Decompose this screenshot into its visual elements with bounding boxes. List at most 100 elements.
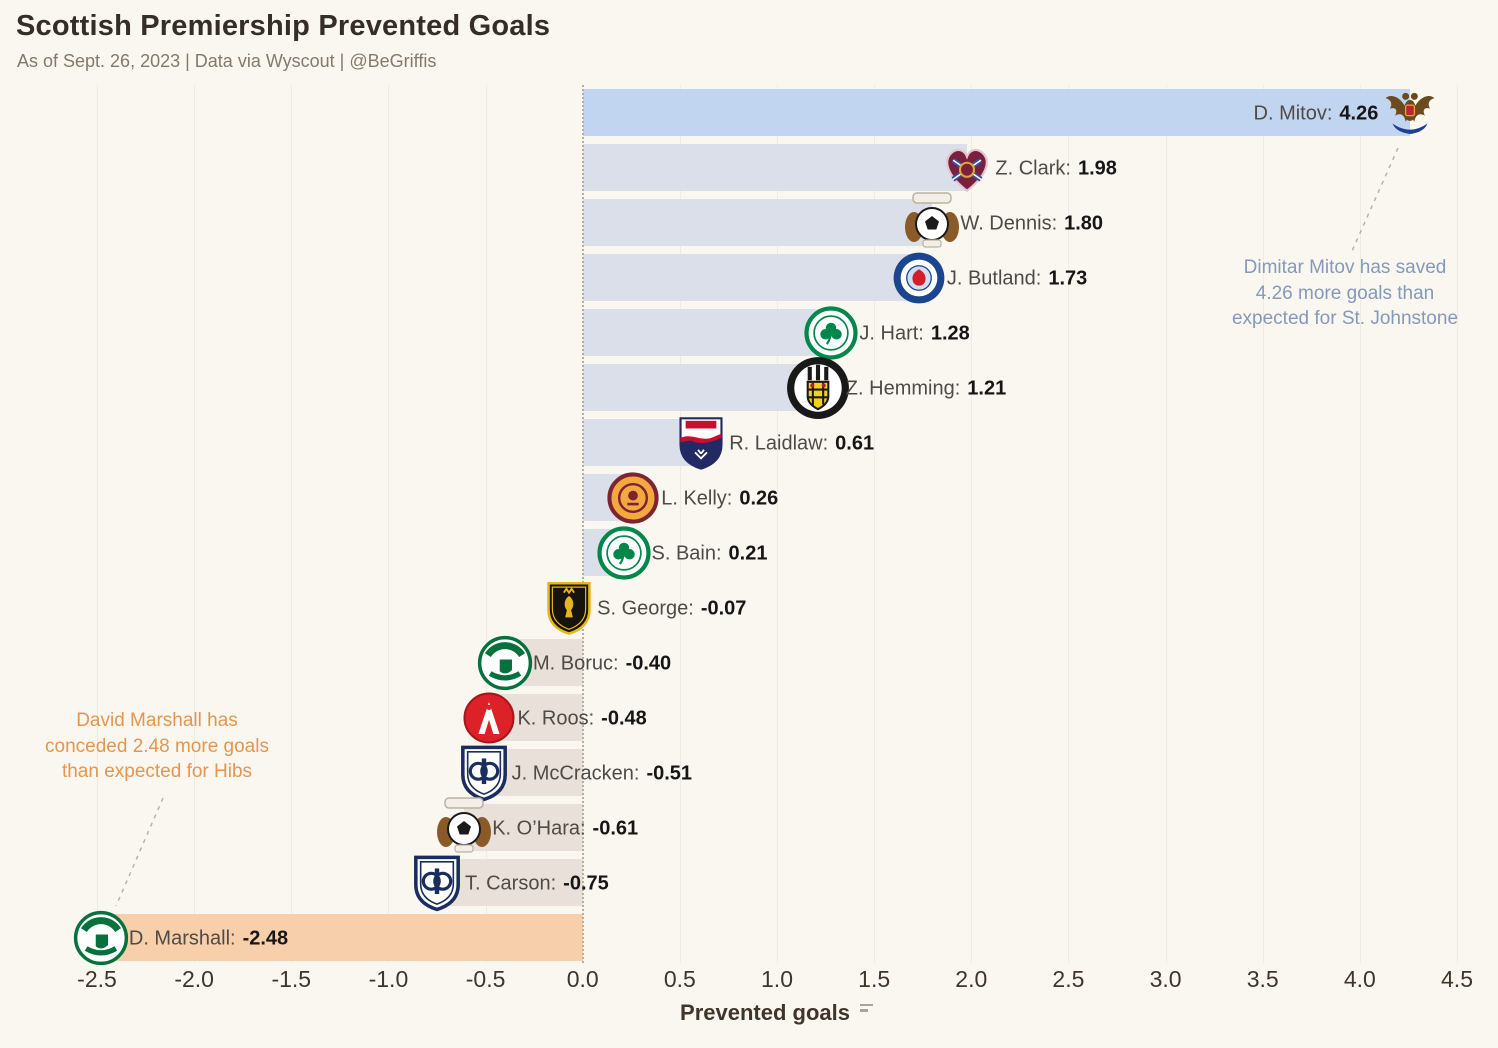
bar-label: J. McCracken: -0.51 [512,762,692,785]
bar-d-marshall[interactable] [100,914,583,961]
chart-subtitle: As of Sept. 26, 2023 | Data via Wyscout … [17,51,437,71]
sort-descending-icon[interactable] [859,1003,874,1015]
player-name: J. Butland: [946,267,1042,289]
axis-tick-label: 0.0 [566,966,599,992]
gridline [485,85,487,963]
bar-label: K. O’Hara: -0.61 [492,817,638,840]
annotation-marshall: David Marshall has conceded 2.48 more goa… [45,708,269,785]
hibernian-crest-icon [73,910,129,966]
gridline [97,85,98,963]
player-value: -0.75 [563,872,609,894]
hearts-crest-icon [939,140,995,196]
celtic-crest-icon [804,305,858,360]
bar-label: L. Kelly: 0.26 [661,487,778,510]
gridline [1359,85,1361,963]
bar-t-carson[interactable] [437,859,583,906]
annotation-mitov: Dimitar Mitov has saved 4.26 more goals t… [1232,255,1458,332]
bar-label: J. Hart: 1.28 [859,322,969,345]
player-value: 1.73 [1048,267,1088,289]
rangers-crest-icon [891,250,947,306]
st-johnstone-crest-icon [1382,85,1438,141]
player-value: 1.21 [967,377,1007,399]
bar-j-hart[interactable] [582,309,832,356]
annotation-line: conceded 2.48 more goals [45,735,269,757]
player-value: -0.51 [646,762,693,784]
axis-tick-label: 4.0 [1343,966,1376,992]
aberdeen-crest-icon [462,691,516,745]
axis-tick-label: -2.5 [77,966,117,992]
bar-label: T. Carson: -0.75 [465,872,609,895]
ross-county-crest-icon [672,414,730,472]
player-value: -2.48 [242,927,289,949]
player-name: D. Mitov: [1253,102,1333,124]
livingston-crest-icon [540,579,598,637]
player-value: -0.40 [625,652,672,674]
bar-label: R. Laidlaw: 0.61 [729,432,874,455]
axis-tick-label: 3.5 [1246,966,1279,992]
kilmarnock-crest-icon [432,796,496,860]
player-value: 1.28 [930,322,970,344]
player-name: W. Dennis: [960,212,1058,234]
player-value: 1.80 [1064,212,1104,234]
axis-tick-label: 1.0 [761,966,793,992]
bar-label: D. Marshall: -2.48 [129,927,288,950]
player-name: D. Marshall: [128,927,236,949]
gridline [971,85,973,963]
player-value: -0.07 [700,597,747,619]
annotation-line: Dimitar Mitov has saved [1243,257,1447,278]
bar-label: W. Dennis: 1.80 [960,212,1103,235]
annotation-line: than expected for Hibs [61,761,253,782]
gridline [194,85,196,963]
player-name: R. Laidlaw: [729,432,829,454]
player-name: L. Kelly: [661,487,733,509]
gridline [291,85,293,963]
dundee-crest-icon [454,743,514,803]
player-value: 0.21 [728,542,768,564]
x-axis-title: Prevented goals [97,1000,1457,1026]
motherwell-crest-icon [607,471,659,524]
gridline [874,85,876,963]
x-axis-title-text: Prevented goals [680,1000,850,1025]
gridline [388,85,390,963]
zero-gridline [581,85,584,963]
player-name: J. Hart: [859,322,924,344]
bar-z-clark[interactable] [582,144,968,191]
player-value: 1.98 [1077,157,1117,179]
dundee-crest-icon [407,853,467,913]
player-name: K. Roos: [517,707,595,729]
gridline [1165,85,1167,963]
player-name: T. Carson: [465,872,557,894]
chart-title: Scottish Premiership Prevented Goals [16,10,551,42]
bar-d-mitov[interactable] [582,89,1411,136]
player-name: Z. Hemming: [845,377,961,399]
axis-tick-label: 1.5 [858,966,891,992]
player-name: Z. Clark: [995,157,1071,179]
bar-label: K. Roos: -0.48 [517,707,646,730]
axis-tick-label: -1.0 [368,966,409,992]
axis-tick-label: 4.5 [1441,966,1473,992]
bar-w-dennis[interactable] [582,199,933,246]
bar-label: Z. Clark: 1.98 [995,157,1117,180]
bar-j-butland[interactable] [582,254,919,301]
gridline [679,85,681,963]
hibernian-crest-icon [477,635,533,691]
gridline [1068,85,1070,963]
axis-tick-label: 2.5 [1052,966,1085,992]
player-value: -0.48 [601,707,647,729]
bar-label: D. Mitov: 4.26 [1254,102,1379,125]
player-name: K. O’Hara: [492,817,586,839]
annotation-connector-marshall [115,797,164,907]
bar-label: Z. Hemming: 1.21 [846,377,1006,400]
bar-z-hemming[interactable] [582,364,818,411]
gridline [1457,85,1458,963]
st-mirren-crest-icon [785,355,851,421]
player-name: S. George: [597,597,694,619]
bar-label: S. George: -0.07 [597,597,746,620]
bar-label: M. Boruc: -0.40 [533,652,671,675]
bar-label: S. Bain: 0.21 [652,542,768,565]
annotation-line: 4.26 more goals than [1255,282,1435,304]
axis-tick-label: 2.0 [955,966,988,992]
player-value: 4.26 [1339,102,1379,124]
player-name: J. McCracken: [511,762,640,784]
